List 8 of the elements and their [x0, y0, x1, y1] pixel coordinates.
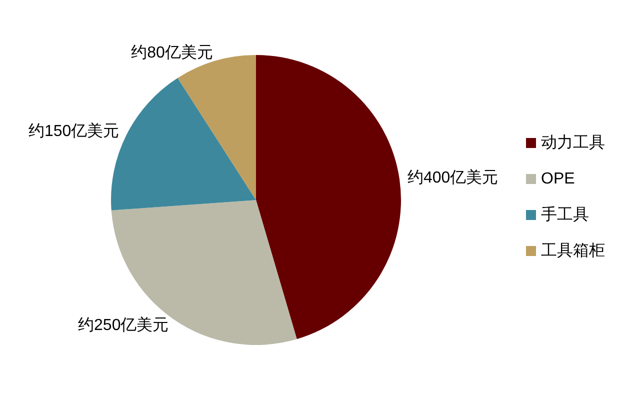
legend-label: 动力工具 — [541, 134, 605, 152]
legend-label: 工具箱柜 — [541, 242, 605, 260]
data-label: 约250亿美元 — [78, 316, 169, 334]
data-label: 约400亿美元 — [407, 168, 498, 187]
legend-label: 手工具 — [541, 206, 589, 224]
legend-label: OPE — [541, 170, 575, 188]
data-label: 约80亿美元 — [131, 44, 213, 62]
data-label: 约150亿美元 — [28, 122, 120, 140]
